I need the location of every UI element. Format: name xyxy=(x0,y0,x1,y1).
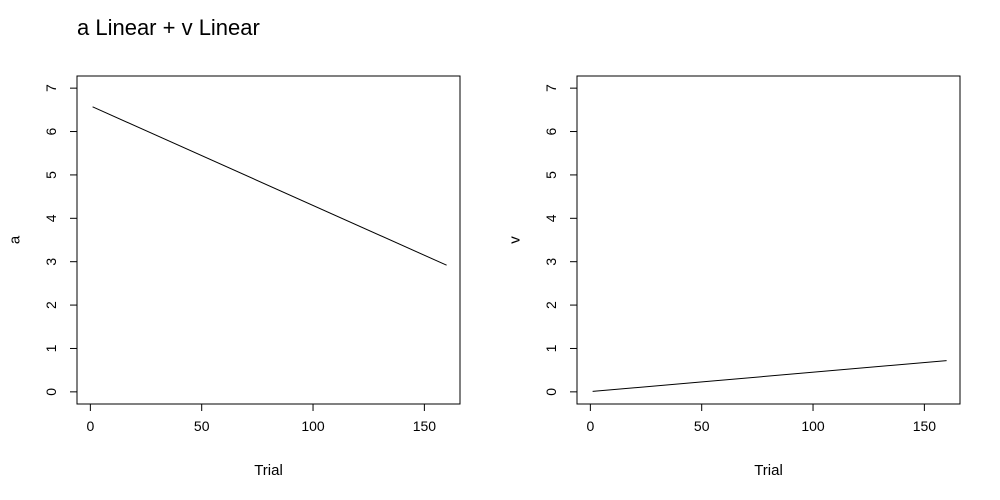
y-tick-label: 2 xyxy=(43,301,59,309)
panel-a: 0 50 100 150 0 1 2 3 4 5 6 7 Trial a xyxy=(7,75,461,479)
series-line-v xyxy=(592,360,947,392)
y-tick-label: 7 xyxy=(43,84,59,92)
figure-title: a Linear + v Linear xyxy=(77,15,260,40)
y-tick-label: 0 xyxy=(43,388,59,396)
y-tick-label: 3 xyxy=(543,258,559,266)
y-tick-label: 1 xyxy=(543,344,559,352)
x-tick-label: 150 xyxy=(413,418,437,434)
series-line-a xyxy=(92,106,447,266)
x-tick-label: 150 xyxy=(913,418,937,434)
panel-v: 0 50 100 150 0 1 2 3 4 5 6 7 Trial v xyxy=(507,75,961,479)
y-axis-label: v xyxy=(507,236,524,244)
y-tick-label: 5 xyxy=(543,171,559,179)
x-tick-label: 0 xyxy=(586,418,594,434)
y-tick-label: 4 xyxy=(43,214,59,222)
x-axis-label: Trial xyxy=(754,462,783,479)
y-tick-label: 7 xyxy=(543,84,559,92)
y-tick-label: 3 xyxy=(43,258,59,266)
y-tick-label: 6 xyxy=(543,127,559,135)
x-tick-label: 50 xyxy=(694,418,710,434)
y-axis-label: a xyxy=(7,235,24,244)
y-tick-label: 2 xyxy=(543,301,559,309)
x-tick-label: 100 xyxy=(801,418,825,434)
y-tick-label: 1 xyxy=(43,344,59,352)
x-tick-label: 100 xyxy=(301,418,325,434)
plot-frame xyxy=(576,75,961,405)
y-tick-label: 6 xyxy=(43,127,59,135)
y-tick-label: 5 xyxy=(43,171,59,179)
y-tick-label: 4 xyxy=(543,214,559,222)
x-axis-label: Trial xyxy=(254,462,283,479)
x-tick-label: 50 xyxy=(194,418,210,434)
y-tick-label: 0 xyxy=(543,388,559,396)
x-tick-label: 0 xyxy=(86,418,94,434)
